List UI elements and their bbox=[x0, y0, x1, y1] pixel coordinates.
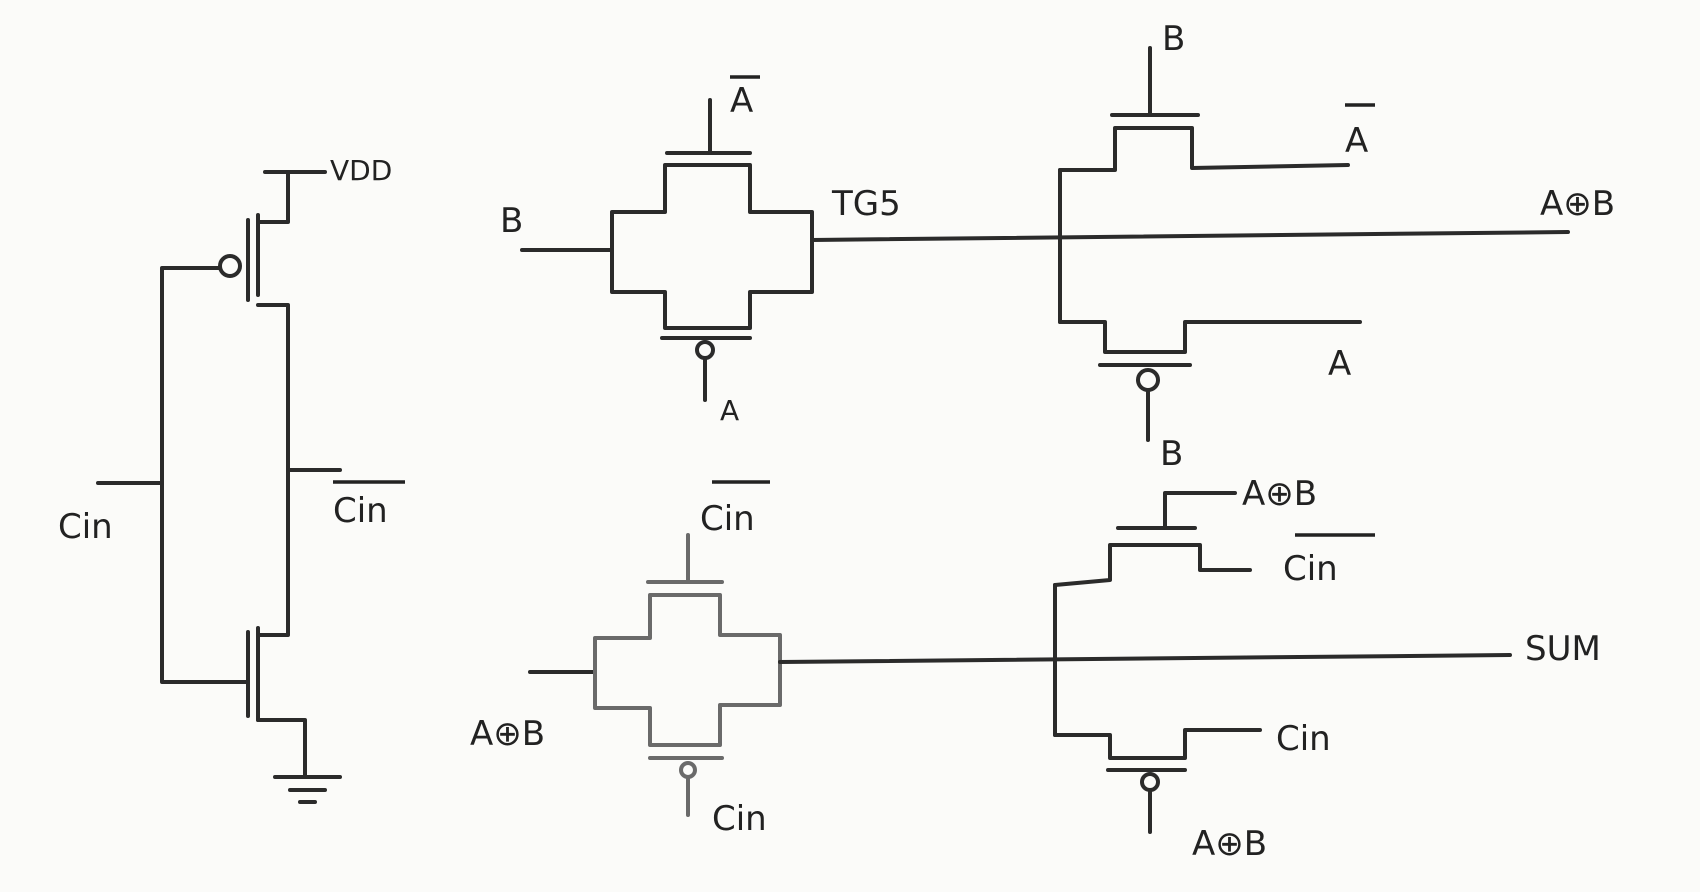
tg-sum-symbol bbox=[593, 593, 782, 747]
sum-pass-bottom-bubble bbox=[1140, 772, 1160, 792]
tg-sum-input-label: A⊕B bbox=[470, 714, 545, 754]
tg5-bottom-bubble bbox=[695, 340, 715, 360]
tg-sum-bottom-bubble bbox=[679, 761, 697, 779]
output-node bbox=[256, 303, 290, 637]
pass-top-source-label: A bbox=[1345, 121, 1368, 161]
cin-bar-output-label: Cin bbox=[333, 491, 388, 531]
sum-stage: A⊕B Cin Cin SUM A⊕B Cin A⊕B Cin bbox=[470, 474, 1601, 864]
sum-pass-top-source-label: Cin bbox=[1283, 549, 1338, 589]
sum-pass-bottom-gate-label: A⊕B bbox=[1192, 824, 1267, 864]
sum-pass-top-transistor bbox=[1053, 543, 1252, 587]
xor-output-wire bbox=[810, 230, 1570, 242]
sum-pass-top-gate-label: A⊕B bbox=[1242, 474, 1317, 514]
cin-inverter: VDD Cin Cin bbox=[58, 154, 405, 804]
xor-stage: B A A TG5 A⊕B B A B A bbox=[500, 19, 1615, 474]
pass-bottom-gate-label: B bbox=[1160, 434, 1183, 474]
tg5-top-gate-label: A bbox=[730, 81, 753, 121]
pmos-bubble bbox=[218, 254, 242, 278]
tg5-bottom-gate-label: A bbox=[720, 394, 739, 427]
sum-pass-top-gate-wire bbox=[1163, 491, 1237, 530]
tg-sum-bottom-gate-label: Cin bbox=[712, 799, 767, 839]
cin-input-label: Cin bbox=[58, 507, 113, 547]
tg5-symbol bbox=[610, 163, 814, 330]
xor-output-label: A⊕B bbox=[1540, 184, 1615, 224]
sum-output-label: SUM bbox=[1525, 629, 1601, 669]
pmos-source bbox=[256, 170, 290, 224]
pass-top-transistor bbox=[1058, 126, 1350, 172]
pass-top-gate-label: B bbox=[1162, 19, 1185, 59]
tg-sum-top-gate-label: Cin bbox=[700, 499, 755, 539]
sum-pass-bottom-source-label: Cin bbox=[1276, 719, 1331, 759]
sum-pass-bottom-transistor bbox=[1053, 728, 1262, 760]
sum-output-wire bbox=[778, 653, 1512, 664]
vdd-label: VDD bbox=[330, 154, 392, 187]
gate-wire bbox=[160, 266, 250, 684]
tg5-name-label: TG5 bbox=[831, 184, 901, 224]
pass-bottom-bubble bbox=[1136, 368, 1160, 392]
pass-bottom-source-label: A bbox=[1328, 344, 1351, 384]
tg5-input-label: B bbox=[500, 201, 523, 241]
nmos-drain bbox=[256, 718, 307, 779]
pass-bottom-transistor bbox=[1058, 320, 1362, 354]
